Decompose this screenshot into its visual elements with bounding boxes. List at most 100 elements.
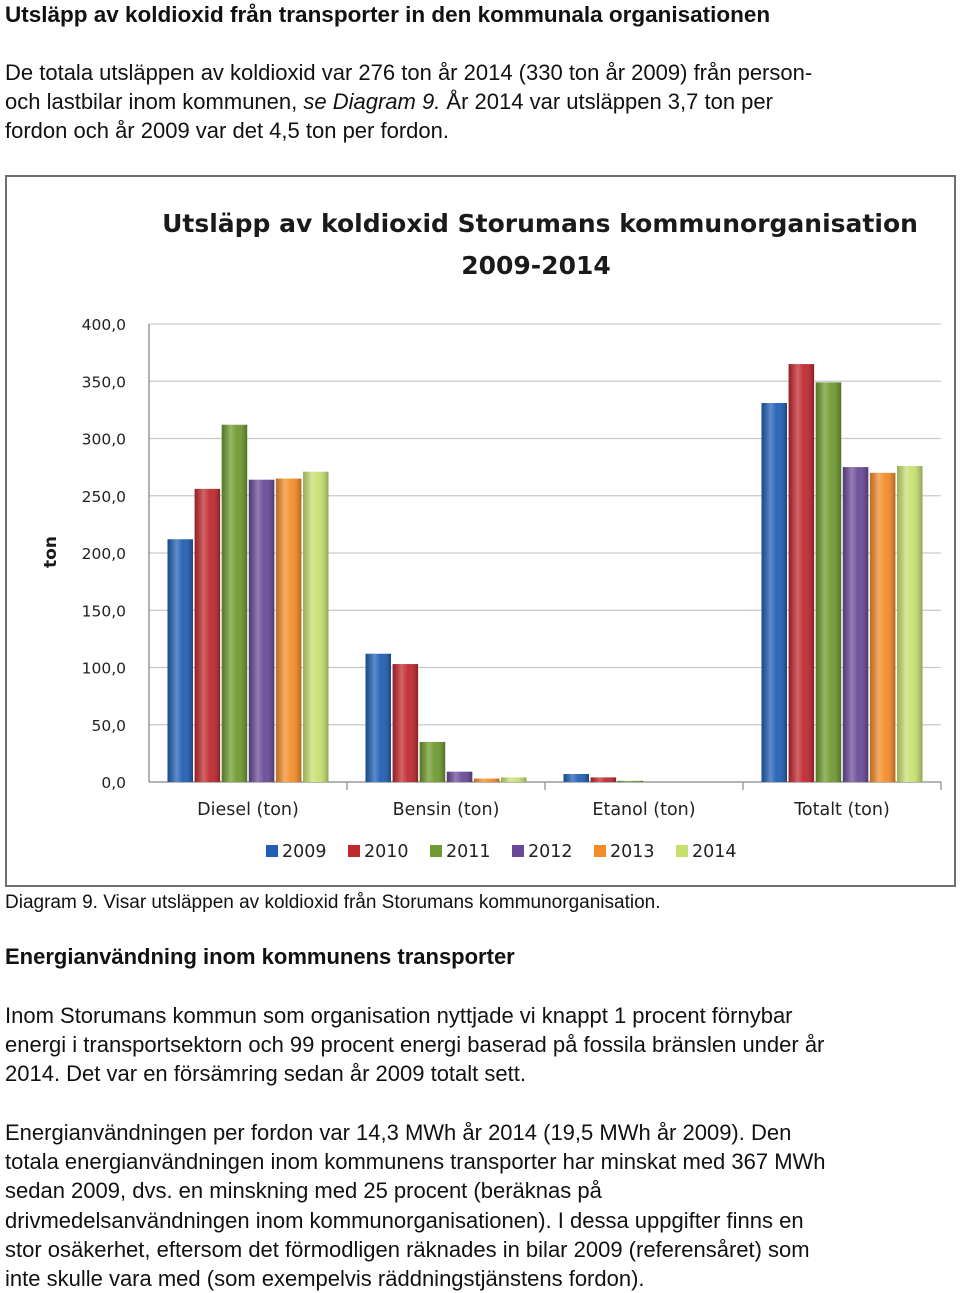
paragraph-1: Inom Storumans kommun som organisation n… xyxy=(5,1001,955,1089)
paragraph-2-line: totala energianvändningen inom kommunens… xyxy=(5,1149,826,1175)
bar-shading xyxy=(869,472,896,782)
bar-shading xyxy=(303,471,329,782)
bar-2011 xyxy=(221,424,248,782)
y-tick-label: 100,0 xyxy=(82,660,126,678)
legend-swatch xyxy=(594,845,606,857)
bar-2012 xyxy=(842,467,869,782)
y-tick-label: 300,0 xyxy=(82,431,126,449)
legend-item: 2012 xyxy=(512,842,573,862)
bars xyxy=(167,364,923,782)
bar-2012 xyxy=(446,771,473,782)
chart-caption: Diagram 9. Visar utsläppen av koldioxid … xyxy=(5,892,661,913)
legend-swatch xyxy=(266,845,278,857)
bar-shading xyxy=(761,403,787,782)
legend-label: 2009 xyxy=(282,842,327,862)
bar-2009 xyxy=(167,539,193,782)
legend-swatch xyxy=(348,845,360,857)
bar-2010 xyxy=(590,777,617,782)
bar-chart: Utsläpp av koldioxid Storumans kommunorg… xyxy=(41,209,942,862)
y-tick-label: 150,0 xyxy=(82,602,126,620)
legend-swatch xyxy=(512,845,524,857)
y-axis-ticks: 0,0 50,0 100,0 150,0 200,0 250,0 300,0 350,0 400… xyxy=(82,316,126,792)
bar-2011 xyxy=(617,780,644,782)
x-category-label: Bensin (ton) xyxy=(393,800,500,820)
bar-2014 xyxy=(501,777,527,782)
intro-paragraph: De totala utsläppen av koldioxid var 276… xyxy=(5,58,955,145)
bar-shading xyxy=(563,773,589,782)
bar-2010 xyxy=(788,364,815,782)
bar-2010 xyxy=(194,488,221,782)
bar-shading xyxy=(897,465,923,782)
bar-shading xyxy=(815,382,842,782)
paragraph-1-line: energi i transportsektorn och 99 procent… xyxy=(5,1032,825,1058)
legend-swatch xyxy=(430,845,442,857)
chart-title-line-2: 2009-2014 xyxy=(461,251,611,280)
paragraph-2-line: stor osäkerhet, eftersom det förmodligen… xyxy=(5,1236,810,1262)
bar-shading xyxy=(446,771,473,782)
page-heading: Utsläpp av koldioxid från transporter in… xyxy=(5,2,771,27)
paragraph-2-line: sedan 2009, dvs. en minskning med 25 pro… xyxy=(5,1178,602,1204)
x-category-label: Diesel (ton) xyxy=(197,800,299,820)
section-heading: Energianvändning inom kommunens transpor… xyxy=(5,944,515,969)
legend-label: 2014 xyxy=(692,842,737,862)
legend-item: 2009 xyxy=(266,842,327,862)
bar-2011 xyxy=(815,382,842,782)
legend-swatch xyxy=(676,845,688,857)
paragraph-2: Energianvändningen per fordon var 14,3 M… xyxy=(5,1118,955,1293)
intro-line-2b: År 2014 var utsläppen 3,7 ton per xyxy=(440,89,773,114)
y-tick-label: 350,0 xyxy=(82,373,126,391)
bar-2014 xyxy=(303,471,329,782)
x-axis-categories: Diesel (ton) Bensin (ton) Etanol (ton) Tota… xyxy=(197,800,890,820)
bar-shading xyxy=(501,777,527,782)
bar-2009 xyxy=(365,653,391,782)
bar-shading xyxy=(842,467,869,782)
diagram-reference: se Diagram 9. xyxy=(303,89,441,114)
y-tick-label: 400,0 xyxy=(82,316,126,334)
y-tick-label: 0,0 xyxy=(101,774,126,792)
legend-item: 2014 xyxy=(676,842,737,862)
legend-label: 2010 xyxy=(364,842,409,862)
bar-2009 xyxy=(761,403,787,782)
legend-label: 2013 xyxy=(610,842,655,862)
y-tick-label: 200,0 xyxy=(82,545,126,563)
bar-2009 xyxy=(563,773,589,782)
bar-shading xyxy=(248,479,275,782)
paragraph-2-line: Energianvändningen per fordon var 14,3 M… xyxy=(5,1120,792,1145)
bar-shading xyxy=(788,364,815,782)
bar-shading xyxy=(590,777,617,782)
bar-2014 xyxy=(897,465,923,782)
bar-2013 xyxy=(869,472,896,782)
paragraph-2-line: inte skulle vara med (som exempelvis räd… xyxy=(5,1266,645,1292)
bar-shading xyxy=(221,424,248,782)
bar-shading xyxy=(365,653,391,782)
bar-shading xyxy=(419,741,446,782)
intro-line-2a: och lastbilar inom kommunen, xyxy=(5,89,304,114)
bar-shading xyxy=(392,664,419,782)
paragraph-1-line: 2014. Det var en försämring sedan år 200… xyxy=(5,1061,526,1087)
legend-label: 2012 xyxy=(528,842,573,862)
intro-line-3: fordon och år 2009 var det 4,5 ton per f… xyxy=(5,118,449,143)
legend-item: 2010 xyxy=(348,842,409,862)
legend-item: 2011 xyxy=(430,842,491,862)
bar-shading xyxy=(275,478,302,782)
y-tick-label: 50,0 xyxy=(91,717,126,735)
x-category-label: Etanol (ton) xyxy=(592,800,695,820)
bar-2013 xyxy=(473,778,500,782)
x-category-label: Totalt (ton) xyxy=(793,800,890,820)
bar-2012 xyxy=(248,479,275,782)
bar-2013 xyxy=(275,478,302,782)
legend-label: 2011 xyxy=(446,842,491,862)
y-tick-label: 250,0 xyxy=(82,488,126,506)
intro-line-1: De totala utsläppen av koldioxid var 276… xyxy=(5,60,813,85)
legend: 2009 2010 2011 2012 2013 2014 xyxy=(266,842,737,862)
bar-shading xyxy=(617,780,644,782)
paragraph-2-line: drivmedelsanvändningen inom kommunorgani… xyxy=(5,1207,804,1233)
bar-shading xyxy=(194,488,221,782)
bar-2010 xyxy=(392,664,419,782)
bar-2011 xyxy=(419,741,446,782)
y-axis-label: ton xyxy=(41,536,61,568)
bar-shading xyxy=(167,539,193,782)
paragraph-1-line: Inom Storumans kommun som organisation n… xyxy=(5,1003,793,1028)
chart-title-line-1: Utsläpp av koldioxid Storumans kommunorg… xyxy=(162,209,918,238)
chart-frame: Utsläpp av koldioxid Storumans kommunorg… xyxy=(5,175,956,887)
